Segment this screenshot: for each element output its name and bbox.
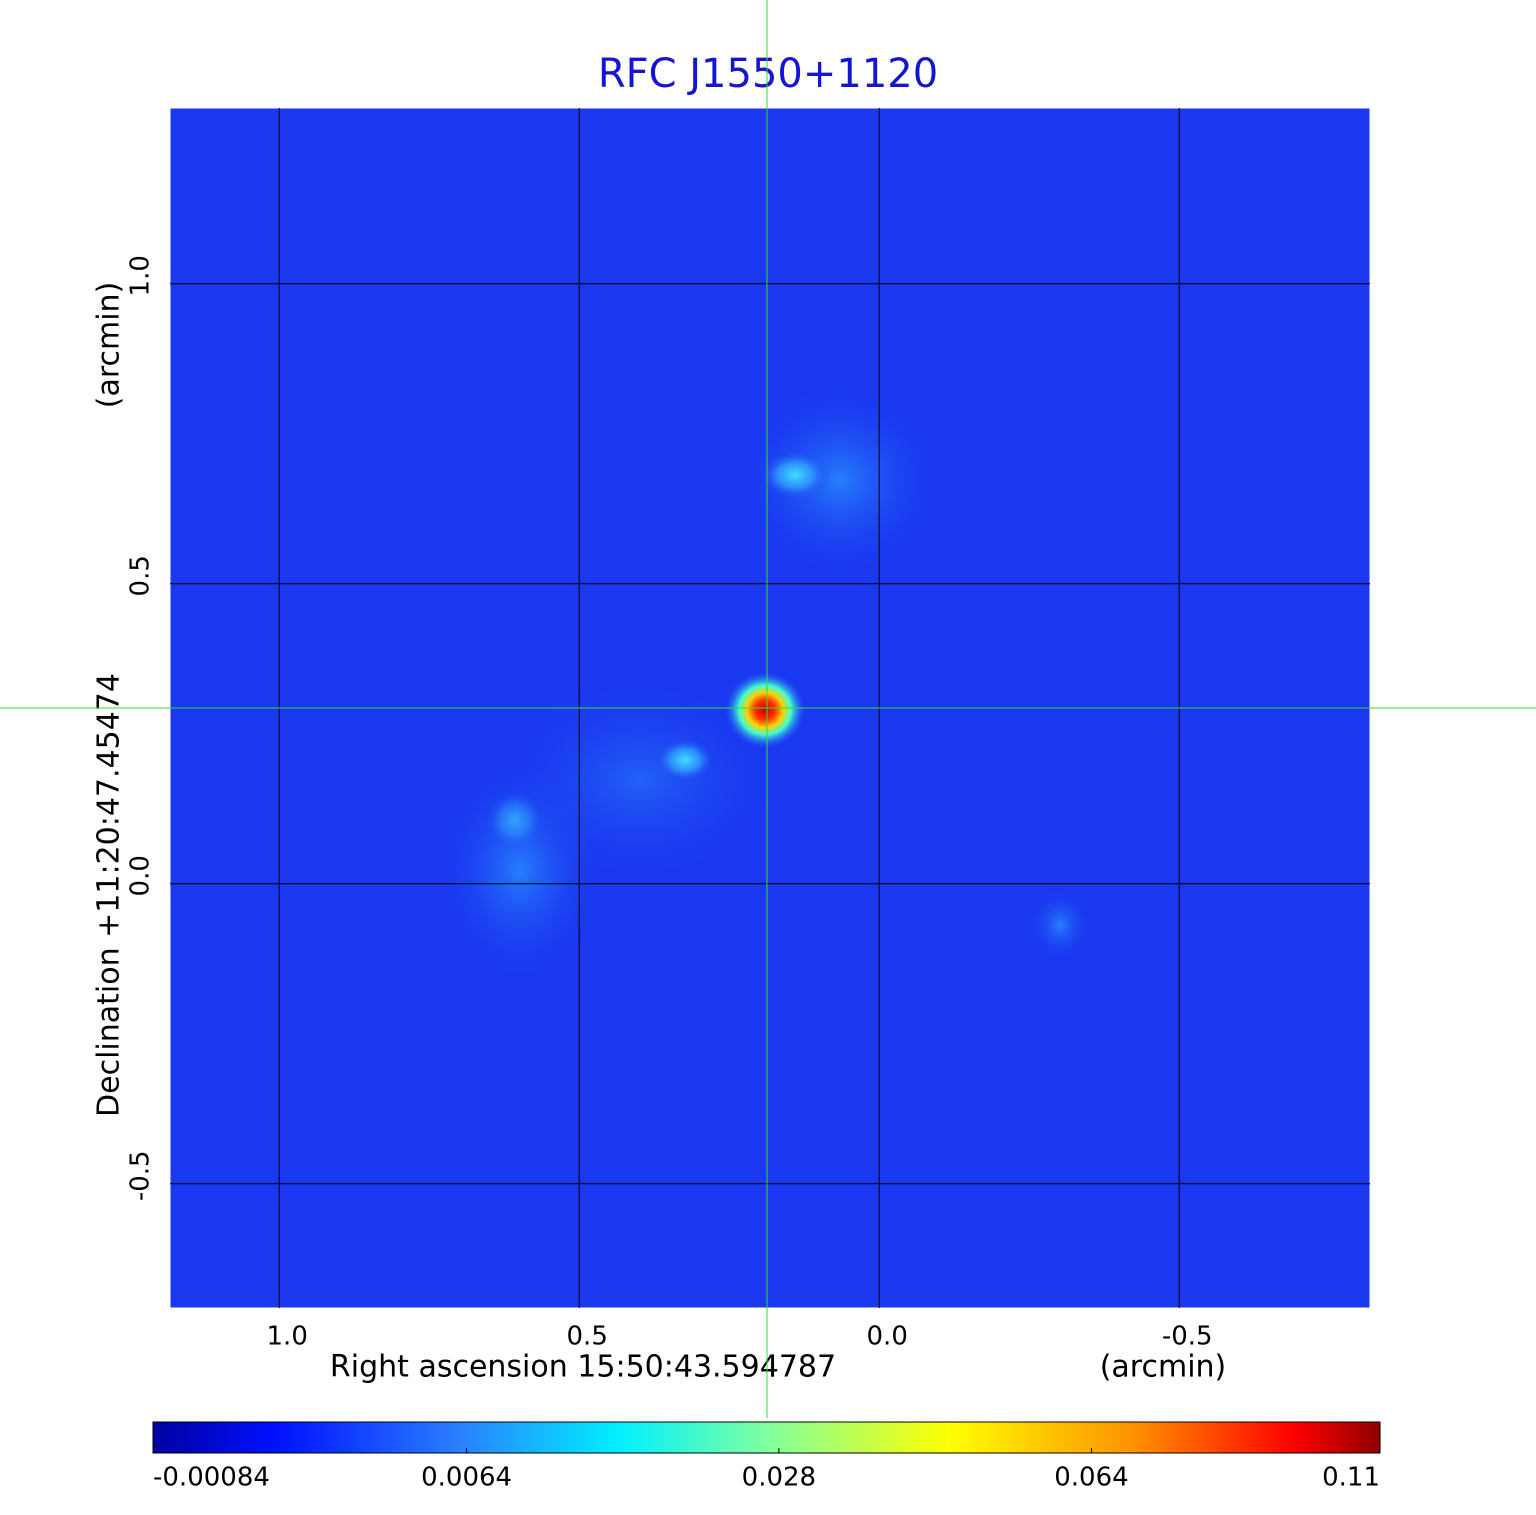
- y-axis-label: Declination +11:20:47.45474: [92, 673, 127, 1117]
- colorbar-tick-label: 0.0064: [421, 1463, 512, 1493]
- x-axis-unit: (arcmin): [1100, 1350, 1227, 1385]
- emission: [500, 680, 780, 880]
- colorbar: [152, 1421, 1381, 1454]
- chart-title: RFC J1550+1120: [598, 51, 938, 97]
- x-tick-label: 1.0: [267, 1322, 308, 1352]
- colorbar-tick-label: -0.00084: [153, 1463, 270, 1493]
- emission: [655, 738, 715, 782]
- colorbar-tick-label: 0.064: [1054, 1463, 1128, 1493]
- x-tick-label: -0.5: [1162, 1322, 1213, 1352]
- emission: [740, 385, 940, 575]
- emission-core: [725, 672, 805, 748]
- emission: [760, 450, 830, 500]
- x-axis-label: Right ascension 15:50:43.594787: [330, 1350, 836, 1385]
- x-tick-label: 0.0: [867, 1322, 908, 1352]
- emission: [1030, 890, 1090, 960]
- y-tick-label: 0.5: [126, 555, 156, 596]
- y-axis-unit: (arcmin): [92, 282, 127, 409]
- colorbar-tick-label: 0.028: [742, 1463, 816, 1493]
- y-tick-label: 1.0: [126, 255, 156, 296]
- x-tick-label: 0.5: [567, 1322, 608, 1352]
- y-tick-label: -0.5: [126, 1150, 156, 1201]
- y-tick-label: 0.0: [126, 855, 156, 896]
- colorbar-tick-label: 0.11: [1322, 1463, 1380, 1493]
